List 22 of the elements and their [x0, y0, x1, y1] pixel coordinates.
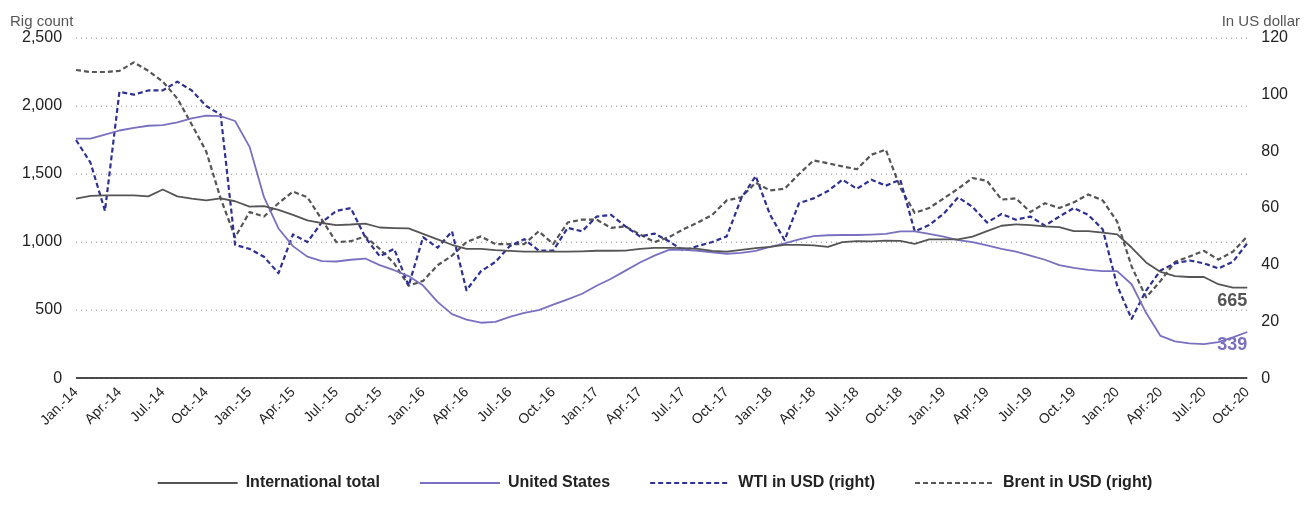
- y2-axis-title: In US dollar: [1221, 11, 1300, 29]
- data-label: 665: [1217, 289, 1248, 310]
- y2-tick-label: 80: [1261, 141, 1280, 159]
- y-axis-title: Rig count: [10, 11, 75, 29]
- y-tick-label: 2,000: [21, 96, 63, 114]
- y2-tick-label: 0: [1261, 368, 1271, 386]
- data-label: 339: [1217, 333, 1248, 354]
- y-tick-label: 2,500: [21, 28, 63, 46]
- y2-tick-label: 40: [1261, 255, 1280, 273]
- y-tick-label: 0: [53, 368, 63, 386]
- y2-tick-label: 60: [1261, 198, 1280, 216]
- line-series: [74, 80, 1249, 320]
- y-tick-label: 500: [35, 300, 63, 318]
- legend-label: WTI in USD (right): [738, 473, 875, 491]
- y2-tick-label: 100: [1261, 85, 1289, 103]
- y-tick-label: 1,000: [21, 232, 63, 250]
- legend-label: Brent in USD (right): [1003, 473, 1153, 491]
- legend-label: International total: [245, 473, 380, 491]
- y2-tick-label: 20: [1261, 311, 1280, 329]
- y2-tick-label: 120: [1261, 28, 1289, 46]
- y-tick-label: 1,500: [21, 164, 63, 182]
- legend-label: United States: [507, 473, 611, 491]
